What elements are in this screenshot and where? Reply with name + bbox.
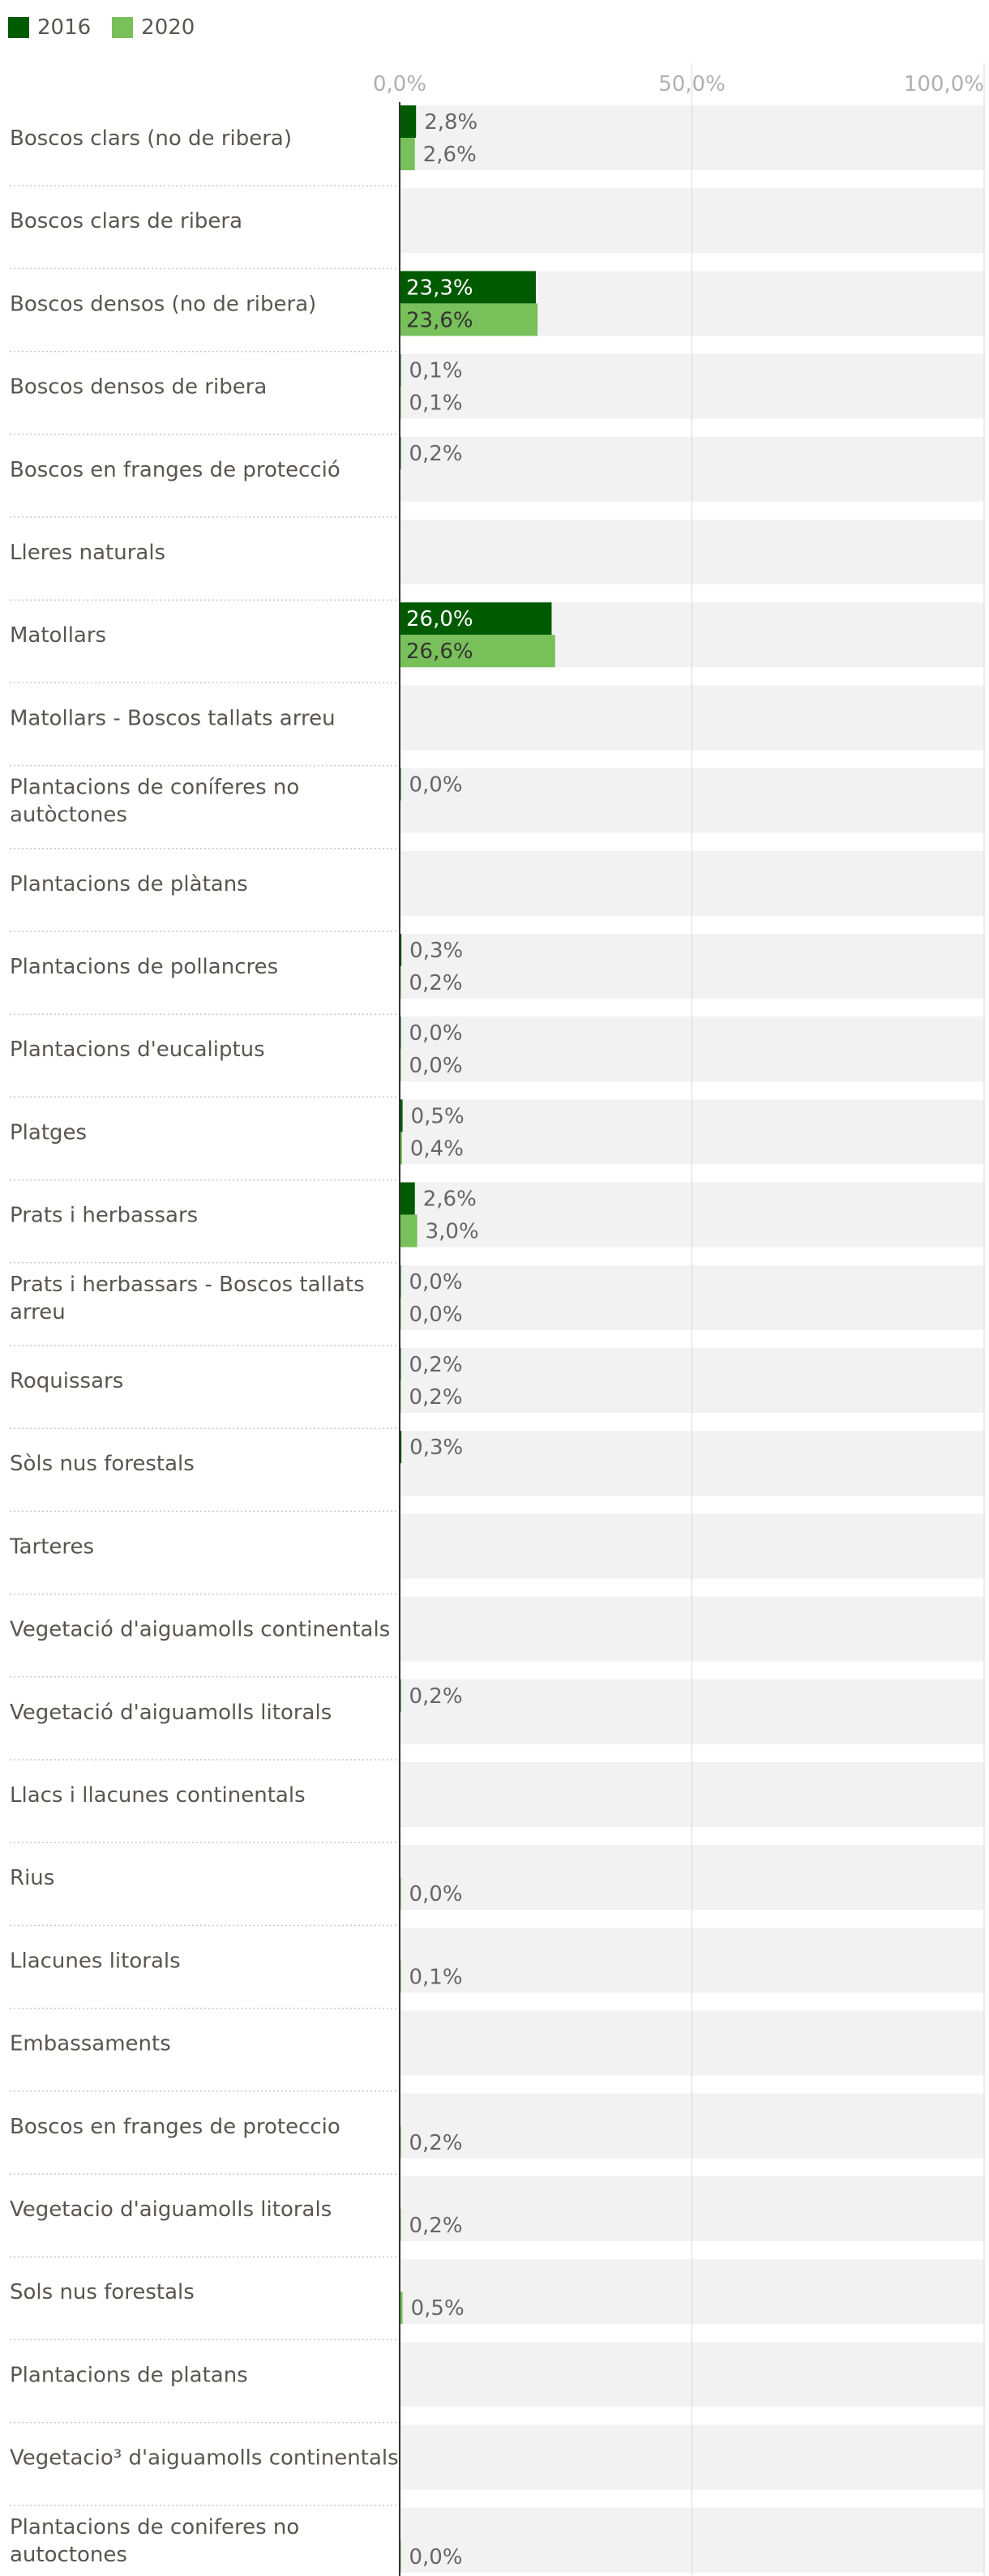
- data-label-2016: 0,2%: [409, 1684, 463, 1709]
- x-tick-label: 100,0%: [904, 72, 984, 96]
- category-label: Rius: [10, 1866, 54, 1890]
- bar-2016: [400, 271, 536, 304]
- category-label: Lleres naturals: [10, 541, 165, 565]
- bar-2020: [400, 635, 555, 668]
- category-label: Vegetacio d'aiguamolls litorals: [10, 2197, 332, 2222]
- bar-2020: [400, 138, 415, 170]
- legend-label-2016: 2016: [37, 15, 92, 40]
- data-label-2016: 0,0%: [409, 1270, 463, 1294]
- legend-item-2016[interactable]: 2016: [8, 15, 91, 40]
- data-label-2016: 26,0%: [406, 607, 473, 631]
- category-label: Plantacions de plàtans: [10, 872, 248, 896]
- category-label: Matollars: [10, 623, 106, 648]
- x-tick-label: 50,0%: [658, 72, 726, 96]
- data-label-2020: 0,1%: [409, 392, 463, 416]
- category-label: Plantacions de platans: [10, 2363, 248, 2387]
- data-label-2016: 2,6%: [423, 1187, 477, 1212]
- data-label-2016: 2,8%: [424, 110, 477, 135]
- category-label: Boscos clars (no de ribera): [10, 126, 292, 151]
- data-label-2020: 0,1%: [409, 1965, 463, 1989]
- category-label: Boscos densos de ribera: [10, 375, 267, 400]
- data-label-2020: 0,0%: [409, 1303, 463, 1327]
- category-label: Embassaments: [10, 2032, 171, 2056]
- data-label-2020: 0,2%: [409, 1385, 463, 1410]
- category-label: Boscos clars de ribera: [10, 209, 242, 233]
- data-label-2016: 0,2%: [409, 1353, 463, 1377]
- data-label-2016: 23,3%: [406, 276, 473, 300]
- category-label: Vegetació d'aiguamolls litorals: [10, 1701, 332, 1725]
- data-label-2016: 0,3%: [409, 1436, 463, 1460]
- bar-2016: [400, 105, 417, 138]
- category-label: Sols nus forestals: [10, 2280, 195, 2304]
- bar-2020: [400, 303, 538, 336]
- category-label: Llacunes litorals: [10, 1949, 181, 1973]
- data-label-2016: 0,3%: [409, 939, 463, 963]
- legend-item-2020[interactable]: 2020: [112, 15, 195, 40]
- category-label: Tarteres: [9, 1534, 94, 1559]
- legend-label-2020: 2020: [141, 15, 195, 40]
- bar-2020: [400, 1214, 417, 1247]
- data-label-2020: 0,0%: [409, 1882, 463, 1906]
- bar-2016: [400, 1182, 415, 1215]
- data-label-2016: 0,2%: [409, 442, 463, 466]
- data-label-2020: 0,4%: [410, 1136, 464, 1161]
- data-label-2016: 0,5%: [411, 1104, 465, 1128]
- legend-swatch-2020: [112, 17, 134, 38]
- category-label: Boscos en franges de protecció: [10, 458, 340, 482]
- category-label: Boscos densos (no de ribera): [10, 292, 316, 316]
- data-label-2020: 2,6%: [423, 143, 477, 167]
- bar-2016: [400, 934, 402, 966]
- chart-legend: 2016 2020: [8, 13, 195, 42]
- data-label-2020: 0,0%: [409, 2545, 463, 2570]
- data-label-2020: 26,6%: [406, 640, 473, 664]
- category-label: Vegetacio³ d'aiguamolls continentals: [10, 2446, 399, 2471]
- category-label: Matollars - Boscos tallats arreu: [10, 706, 336, 730]
- data-label-2020: 23,6%: [406, 308, 473, 332]
- data-label-2020: 3,0%: [426, 1220, 479, 1244]
- category-label: Platges: [10, 1120, 87, 1145]
- data-label-2016: 0,0%: [409, 1021, 463, 1046]
- bar-2020: [400, 2291, 403, 2325]
- category-label: Prats i herbassars: [10, 1204, 198, 1228]
- data-label-2020: 0,5%: [411, 2296, 465, 2321]
- data-label-2020: 0,2%: [409, 2214, 463, 2238]
- data-label-2020: 0,2%: [409, 2131, 463, 2155]
- data-label-2020: 0,2%: [409, 971, 463, 995]
- category-label: Boscos en franges de proteccio: [10, 2115, 340, 2139]
- category-label: Vegetació d'aiguamolls continentals: [10, 1618, 390, 1642]
- data-label-2016: 0,1%: [409, 359, 463, 383]
- bar-2020: [400, 1132, 402, 1165]
- x-tick-label: 0,0%: [373, 72, 426, 96]
- category-label: Plantacions de coníferes no autòctones: [10, 776, 299, 828]
- bar-2016: [400, 1099, 403, 1132]
- bar-2016: [400, 602, 552, 635]
- category-label: Plantacions d'eucaliptus: [10, 1038, 265, 1062]
- category-label: Prats i herbassars - Boscos tallats arreu: [10, 1273, 365, 1324]
- category-label: Sòls nus forestals: [10, 1452, 195, 1476]
- legend-swatch-2016: [8, 17, 29, 38]
- data-label-2020: 0,0%: [409, 1054, 463, 1078]
- category-label: Plantacions de coniferes no autoctones: [10, 2515, 299, 2567]
- category-label: Plantacions de pollancres: [10, 955, 278, 979]
- category-label: Roquissars: [10, 1369, 123, 1393]
- category-label: Llacs i llacunes continentals: [10, 1783, 306, 1808]
- bar-2016: [400, 1431, 402, 1464]
- data-label-2016: 0,0%: [409, 773, 463, 798]
